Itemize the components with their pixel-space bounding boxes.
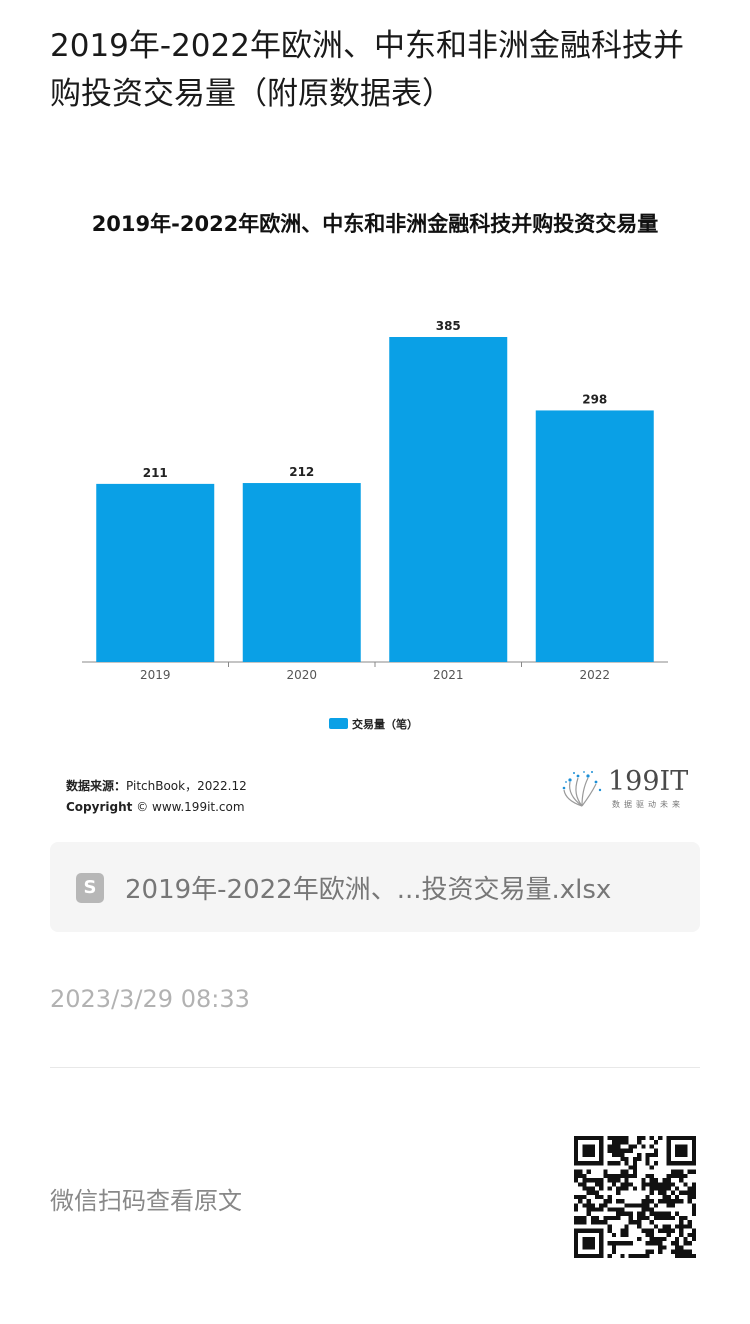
data-label-2021: 385 bbox=[436, 319, 461, 333]
brand-logo: 199IT 数据驱动未来 bbox=[560, 766, 700, 814]
brand-name: 199IT bbox=[608, 766, 688, 797]
qr-code-icon[interactable] bbox=[574, 1136, 696, 1258]
source-label: 数据来源： bbox=[66, 779, 126, 793]
spreadsheet-icon: S bbox=[76, 873, 104, 903]
brand-dandelion-icon bbox=[560, 770, 604, 810]
legend-label: 交易量（笔） bbox=[352, 717, 418, 731]
bar-2020 bbox=[243, 483, 361, 662]
x-tick-label-2020: 2020 bbox=[286, 668, 317, 682]
bar-2019 bbox=[96, 484, 214, 662]
x-tick-label-2022: 2022 bbox=[579, 668, 610, 682]
wechat-scan-hint: 微信扫码查看原文 bbox=[50, 1181, 242, 1216]
article-title: 2019年-2022年欧洲、中东和非洲金融科技并购投资交易量（附原数据表） bbox=[50, 22, 710, 118]
bar-chart: 211 2019 212 2020 385 2021 298 2022 交易量（笔） bbox=[0, 190, 750, 750]
bar-2021 bbox=[389, 337, 507, 662]
brand-slogan: 数据驱动未来 bbox=[612, 799, 684, 810]
source-text: PitchBook，2022.12 bbox=[126, 779, 247, 793]
copyright-text: © www.199it.com bbox=[136, 800, 244, 814]
chart-figure: 2019年-2022年欧洲、中东和非洲金融科技并购投资交易量 211 2019 21… bbox=[0, 190, 750, 830]
attachment-card[interactable]: S 2019年-2022年欧洲、...投资交易量.xlsx bbox=[50, 842, 700, 932]
bar-2022 bbox=[536, 410, 654, 662]
data-label-2020: 212 bbox=[289, 465, 314, 479]
divider bbox=[50, 1067, 700, 1068]
data-label-2019: 211 bbox=[143, 466, 168, 480]
data-label-2022: 298 bbox=[582, 392, 607, 406]
attachment-file-name[interactable]: 2019年-2022年欧洲、...投资交易量.xlsx bbox=[125, 869, 611, 906]
publish-timestamp: 2023/3/29 08:33 bbox=[50, 985, 250, 1013]
legend-swatch bbox=[329, 718, 348, 729]
x-tick-label-2021: 2021 bbox=[433, 668, 464, 682]
x-tick-label-2019: 2019 bbox=[140, 668, 171, 682]
copyright-label: Copyright bbox=[66, 800, 132, 814]
source-block: 数据来源：PitchBook，2022.12 Copyright © www.1… bbox=[66, 776, 247, 818]
